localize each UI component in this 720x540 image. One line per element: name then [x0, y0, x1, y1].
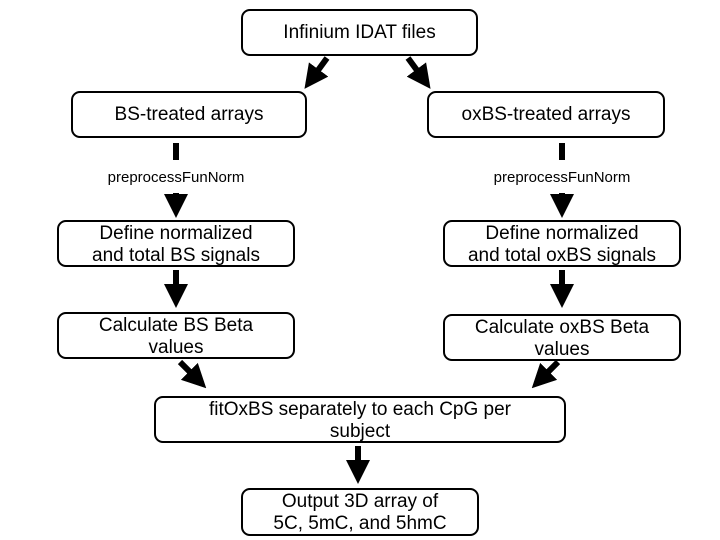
- node-output-3d-array: Output 3D array of 5C, 5mC, and 5hmC: [241, 488, 479, 536]
- node-fitoxbs: fitOxBS separately to each CpG per subje…: [154, 396, 566, 443]
- node-fitoxbs-line1: fitOxBS separately to each CpG per: [208, 399, 512, 420]
- edge-label-preprocessfunnorm-right: preprocessFunNorm: [476, 169, 648, 187]
- node-calculate-oxbs-beta-line1: Calculate oxBS Beta: [474, 317, 650, 338]
- node-output-3d-array-line1: Output 3D array of: [281, 491, 439, 512]
- node-bs-treated-arrays-label: BS-treated arrays: [114, 103, 264, 125]
- node-idat-files-label: Infinium IDAT files: [283, 21, 436, 43]
- node-oxbs-treated-arrays: oxBS-treated arrays: [427, 91, 665, 138]
- node-idat-files: Infinium IDAT files: [241, 9, 478, 56]
- node-define-oxbs-signals-line1: Define normalized: [485, 223, 639, 244]
- node-define-oxbs-signals-line2: and total oxBS signals: [467, 245, 656, 266]
- arrow-bs-beta-to-fit: [177, 359, 207, 389]
- arrow-oxbs-beta-to-fit: [531, 359, 561, 389]
- node-define-bs-signals-line1: Define normalized: [99, 223, 253, 244]
- node-bs-treated-arrays: BS-treated arrays: [71, 91, 307, 138]
- node-calculate-bs-beta: Calculate BS Beta values: [57, 312, 295, 359]
- arrow-idat-to-bs: [304, 56, 330, 89]
- node-calculate-oxbs-beta-line2: values: [534, 339, 590, 360]
- node-oxbs-treated-arrays-label: oxBS-treated arrays: [461, 103, 631, 125]
- node-calculate-bs-beta-line1: Calculate BS Beta: [98, 315, 254, 336]
- node-output-3d-array-line2: 5C, 5mC, and 5hmC: [273, 513, 447, 534]
- node-calculate-bs-beta-line2: values: [148, 337, 204, 358]
- arrow-idat-to-oxbs: [405, 56, 431, 89]
- edge-label-preprocessfunnorm-left: preprocessFunNorm: [90, 169, 262, 187]
- node-calculate-oxbs-beta: Calculate oxBS Beta values: [443, 314, 681, 361]
- node-fitoxbs-line2: subject: [329, 421, 391, 442]
- node-define-oxbs-signals: Define normalized and total oxBS signals: [443, 220, 681, 267]
- node-define-bs-signals-line2: and total BS signals: [92, 245, 260, 266]
- node-define-bs-signals: Define normalized and total BS signals: [57, 220, 295, 267]
